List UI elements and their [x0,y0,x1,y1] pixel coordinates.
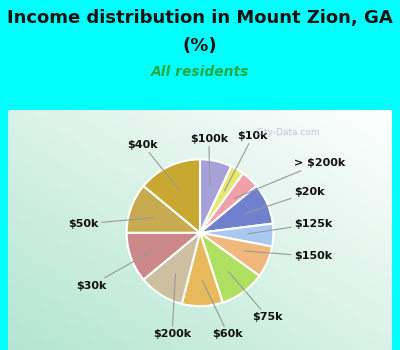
Text: $50k: $50k [68,218,154,229]
Text: > $200k: > $200k [234,158,345,198]
Text: City-Data.com: City-Data.com [256,128,320,137]
Text: $40k: $40k [128,140,179,189]
Text: All residents: All residents [151,65,249,79]
Text: $10k: $10k [224,131,268,191]
Text: $20k: $20k [244,187,324,214]
Text: Income distribution in Mount Zion, GA: Income distribution in Mount Zion, GA [7,9,393,27]
Wedge shape [144,233,200,304]
Text: $75k: $75k [228,272,283,322]
Wedge shape [127,186,200,233]
Text: $60k: $60k [203,281,243,339]
Wedge shape [200,173,256,233]
Wedge shape [200,224,273,246]
Wedge shape [200,159,231,233]
Wedge shape [127,233,200,280]
Text: $100k: $100k [190,134,228,186]
Text: $150k: $150k [244,251,332,261]
Text: (%): (%) [183,37,217,55]
Text: $30k: $30k [76,250,155,290]
Wedge shape [182,233,223,306]
Text: $200k: $200k [153,274,191,339]
Text: $125k: $125k [248,219,332,234]
Wedge shape [200,233,272,276]
Wedge shape [200,186,273,233]
Wedge shape [144,159,200,233]
Wedge shape [200,166,243,233]
Wedge shape [200,233,259,302]
